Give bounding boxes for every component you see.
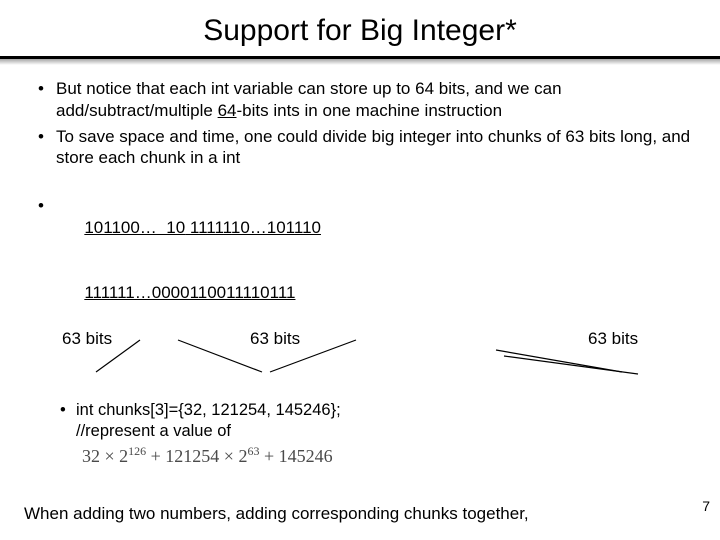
slide-body: But notice that each int variable can st… bbox=[0, 64, 720, 468]
connector-lines bbox=[56, 328, 696, 384]
bullet-1: But notice that each int variable can st… bbox=[38, 78, 696, 122]
formula-p0: 32 × 2 bbox=[82, 446, 128, 466]
code-line: int chunks[3]={32, 121254, 145246}; bbox=[76, 400, 696, 421]
code-comment: //represent a value of bbox=[76, 421, 696, 442]
formula-p4: + 145246 bbox=[259, 446, 332, 466]
title-divider bbox=[0, 56, 720, 64]
formula-p2: + 121254 × 2 bbox=[146, 446, 247, 466]
slide-title: Support for Big Integer* bbox=[0, 0, 720, 56]
formula-e1: 126 bbox=[128, 444, 146, 458]
bits-seg-3: 111111…0000110011110111 bbox=[84, 283, 295, 302]
bits-seg-2: 1111110…101110 bbox=[185, 218, 321, 237]
bits-diagram: 63 bits 63 bits 63 bits bbox=[56, 328, 696, 386]
chunk-example: • 101100… 10 1111110…101110 111111…00001… bbox=[24, 195, 696, 386]
bits-seg-1: 101100… 10 bbox=[84, 218, 185, 237]
bullet-1-text-b: -bits ints in one machine instruction bbox=[237, 101, 503, 120]
bullet-1-underline: 64 bbox=[218, 101, 237, 120]
bullet-2: To save space and time, one could divide… bbox=[38, 126, 696, 170]
formula-e2: 63 bbox=[247, 444, 259, 458]
bottom-text: When adding two numbers, adding correspo… bbox=[24, 504, 529, 524]
code-block: • int chunks[3]={32, 121254, 145246}; //… bbox=[24, 400, 696, 468]
formula: 32 × 2126 + 121254 × 263 + 145246 bbox=[76, 444, 696, 468]
page-number: 7 bbox=[702, 498, 710, 514]
